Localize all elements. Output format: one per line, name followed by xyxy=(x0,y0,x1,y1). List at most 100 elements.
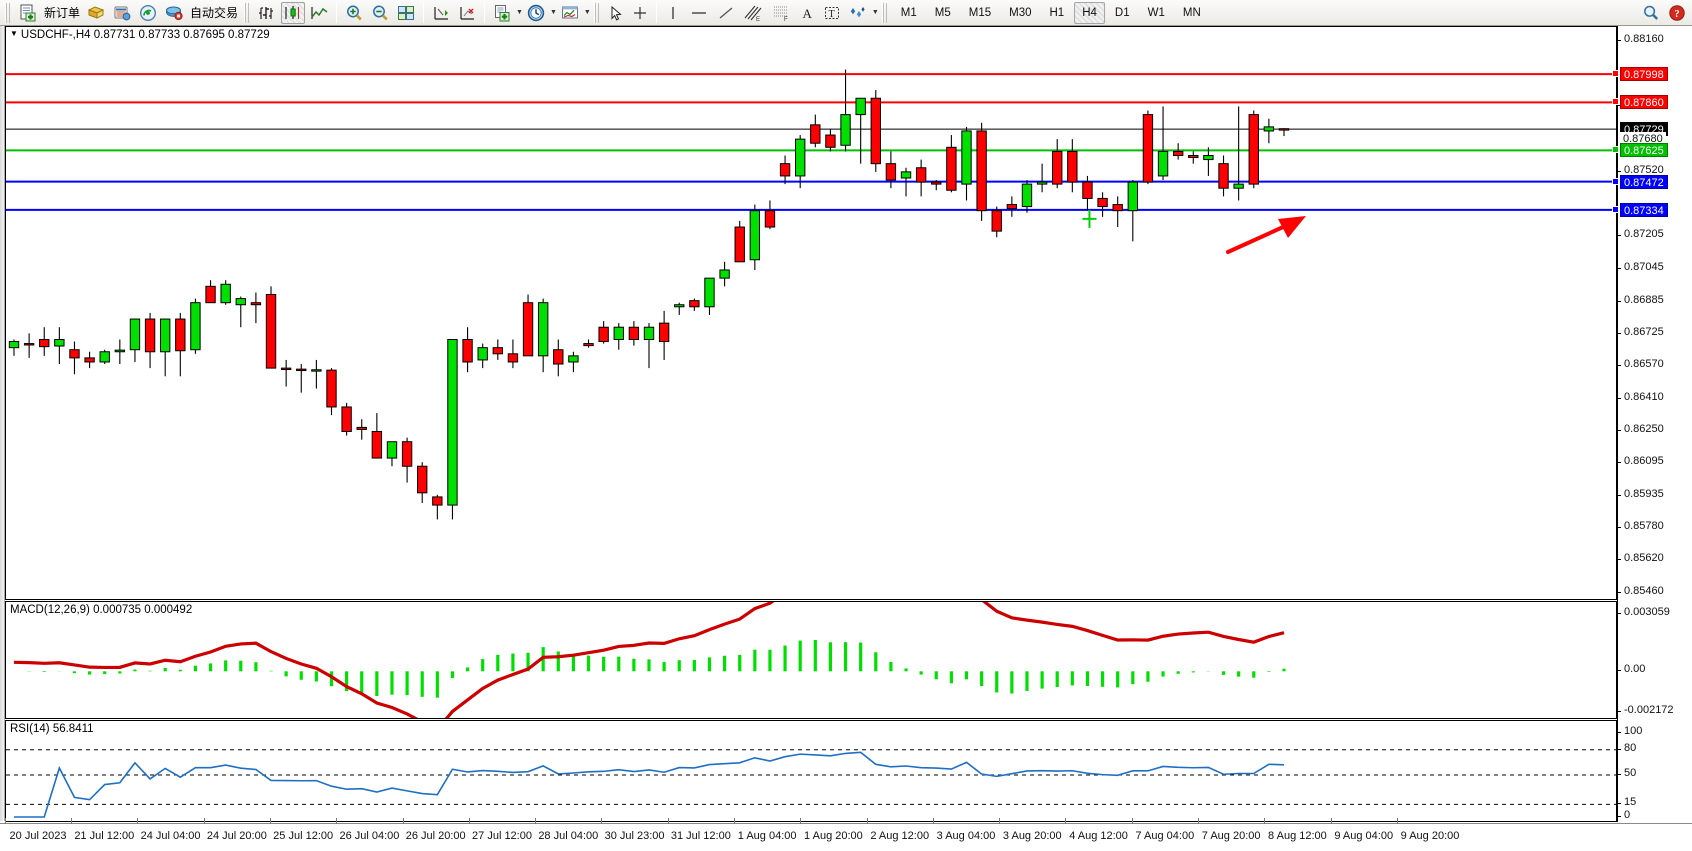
candle-body xyxy=(568,355,579,363)
templates-icon[interactable] xyxy=(558,2,582,24)
zoom-in-icon[interactable] xyxy=(342,2,366,24)
toolbar-grip-2[interactable] xyxy=(244,2,252,23)
indicators-icon[interactable] xyxy=(455,2,479,24)
timeframe-w1[interactable]: W1 xyxy=(1147,6,1165,19)
time-axis-label: 1 Aug 20:00 xyxy=(804,830,863,842)
toolbar-grip[interactable] xyxy=(5,2,12,23)
support-level-green[interactable]: 0.87625 xyxy=(1620,143,1668,158)
tick-mark xyxy=(1617,748,1621,750)
add-indicator-icon[interactable] xyxy=(490,2,514,24)
chevron-down-icon-period[interactable]: ▼ xyxy=(549,9,557,16)
auto-trading-icon[interactable] xyxy=(162,2,186,24)
chart-scrollbar-left[interactable] xyxy=(0,26,5,821)
zoom-out-icon[interactable] xyxy=(368,2,392,24)
new-order-icon[interactable] xyxy=(16,2,40,24)
tick-label: 0.85780 xyxy=(1624,519,1664,532)
resistance-level-2[interactable]: 0.87860 xyxy=(1620,95,1668,110)
support-level-blue-1[interactable]: 0.87472 xyxy=(1620,174,1668,189)
tick-mark xyxy=(1617,670,1621,672)
text-icon[interactable]: A xyxy=(796,2,818,24)
tick-label: 0.85935 xyxy=(1624,487,1664,500)
chart-area: ▼ USDCHF-,H4 0.87731 0.87733 0.87695 0.87… xyxy=(0,26,1692,851)
collapse-chevron-icon[interactable]: ▼ xyxy=(10,29,18,38)
candle-body xyxy=(1142,114,1154,183)
shapes-icon[interactable] xyxy=(846,2,870,24)
search-icon[interactable] xyxy=(1639,2,1663,24)
timeframe-m5[interactable]: M5 xyxy=(934,6,951,19)
signals-icon[interactable] xyxy=(136,2,160,24)
tick-label: 0.00 xyxy=(1624,663,1646,676)
line-chart-icon[interactable] xyxy=(307,2,331,24)
terminal-icon[interactable] xyxy=(110,2,134,24)
candle-body xyxy=(341,406,352,432)
resistance-level-1-handle[interactable] xyxy=(1612,70,1619,78)
toolbar-divider-1 xyxy=(336,2,338,23)
time-axis-separator xyxy=(1396,818,1398,824)
candle-body xyxy=(401,441,413,467)
candle-body xyxy=(1278,128,1290,131)
candle-body xyxy=(39,338,50,348)
time-axis-separator xyxy=(402,818,404,824)
candle-body xyxy=(1097,197,1108,208)
support-level-blue-1-handle[interactable] xyxy=(1612,177,1619,185)
candle-body xyxy=(1067,150,1078,183)
candle-body xyxy=(1052,150,1063,185)
chevron-down-icon-shapes[interactable]: ▼ xyxy=(871,9,879,16)
candle-body xyxy=(1218,163,1229,189)
toolbar-right-group: ? xyxy=(1638,2,1690,24)
bar-chart-icon[interactable] xyxy=(255,2,279,24)
timeframe-m1[interactable]: M1 xyxy=(900,6,917,19)
candle-body xyxy=(69,349,80,359)
trendline-icon[interactable] xyxy=(714,2,738,24)
price-axis[interactable]: 0.881600.878400.875200.872050.870450.868… xyxy=(1612,26,1692,822)
timeframe-h1[interactable]: H1 xyxy=(1049,6,1065,19)
label-icon[interactable]: T xyxy=(820,2,844,24)
timeframe-m30[interactable]: M30 xyxy=(1009,6,1032,19)
support-level-blue-2-handle[interactable] xyxy=(1612,205,1619,213)
time-axis-label: 8 Aug 12:00 xyxy=(1268,830,1327,842)
time-axis-separator xyxy=(866,818,868,824)
toolbar-grip-4[interactable] xyxy=(881,2,889,23)
timeframe-d1[interactable]: D1 xyxy=(1114,6,1130,19)
time-axis-separator xyxy=(4,818,6,824)
help-icon[interactable]: ? xyxy=(1665,2,1689,24)
candle-body xyxy=(900,171,912,179)
timeframe-h4[interactable]: H4 xyxy=(1074,1,1105,24)
wallet-icon[interactable] xyxy=(84,2,108,24)
candle-body xyxy=(1188,154,1199,159)
fibo-icon[interactable]: F xyxy=(768,2,794,24)
hline-icon[interactable] xyxy=(686,2,712,24)
candle-body xyxy=(779,163,791,177)
candle-body xyxy=(160,318,171,353)
equidistant-channel-icon[interactable]: E xyxy=(740,2,766,24)
chevron-down-icon-templates[interactable]: ▼ xyxy=(583,9,591,16)
time-axis-separator xyxy=(203,818,205,824)
tick-label: 0.86570 xyxy=(1624,358,1664,371)
data-window-icon[interactable] xyxy=(429,2,453,24)
vline-icon[interactable] xyxy=(662,2,684,24)
cursor-icon[interactable] xyxy=(605,2,627,24)
rsi-pane[interactable]: RSI(14) 56.8411 xyxy=(5,720,1617,822)
tick-mark xyxy=(1617,300,1621,302)
time-axis[interactable]: 20 Jul 2023 21 Jul 12:00 24 Jul 04:00 24 Ju… xyxy=(0,818,1692,851)
candle-body xyxy=(1021,183,1033,208)
timeframe-m15[interactable]: M15 xyxy=(968,6,992,19)
chevron-down-icon-indicator[interactable]: ▼ xyxy=(516,9,523,16)
support-level-blue-2[interactable]: 0.87334 xyxy=(1620,202,1668,217)
period-icon[interactable] xyxy=(524,2,548,24)
candlestick-icon[interactable] xyxy=(281,1,306,24)
grid-label-87680[interactable]: 0.87680 xyxy=(1620,132,1666,147)
crosshair-icon[interactable] xyxy=(629,2,651,24)
time-axis-separator xyxy=(800,818,802,824)
time-axis-separator xyxy=(734,818,735,824)
resistance-level-1[interactable]: 0.87998 xyxy=(1620,67,1668,82)
tile-windows-icon[interactable] xyxy=(394,2,418,24)
support-level-green-handle[interactable] xyxy=(1612,146,1619,154)
auto-trading-label[interactable]: 自动交易 xyxy=(190,6,239,20)
toolbar-grip-3[interactable] xyxy=(593,2,601,23)
macd-pane[interactable]: MACD(12,26,9) 0.000735 0.000492 xyxy=(5,601,1617,719)
price-pane[interactable]: ▼ USDCHF-,H4 0.87731 0.87733 0.87695 0.87… xyxy=(5,26,1617,600)
resistance-level-2-handle[interactable] xyxy=(1612,98,1619,106)
timeframe-mn[interactable]: MN xyxy=(1182,6,1201,19)
new-order-label[interactable]: 新订单 xyxy=(44,6,81,20)
